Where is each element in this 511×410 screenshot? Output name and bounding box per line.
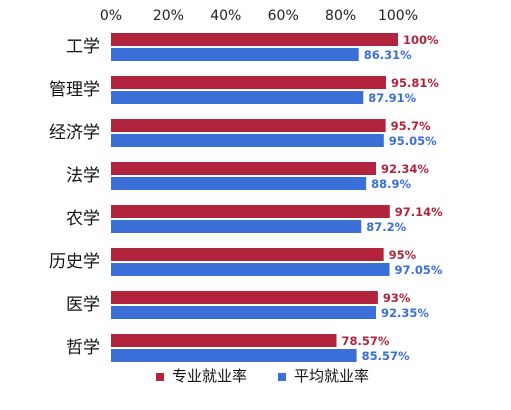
data-label: 95% — [389, 248, 417, 262]
bar-average-rate — [111, 91, 364, 104]
legend-swatch — [278, 373, 286, 381]
data-label: 95.05% — [389, 134, 437, 148]
bar-average-rate — [111, 349, 357, 362]
data-label: 78.57% — [341, 334, 389, 348]
bar-average-rate — [111, 134, 384, 147]
legend-label: 专业就业率 — [172, 367, 247, 385]
legend-swatch — [156, 373, 164, 381]
data-label: 86.31% — [364, 48, 412, 62]
data-label: 93% — [383, 291, 411, 305]
x-tick-label: 60% — [268, 8, 299, 24]
x-tick-label: 40% — [210, 8, 241, 24]
bar-major-rate — [111, 33, 398, 46]
bar-major-rate — [111, 205, 390, 218]
legend-label: 平均就业率 — [294, 367, 369, 385]
data-label: 95.81% — [391, 76, 439, 90]
data-label: 87.91% — [368, 91, 416, 105]
category-label: 医学 — [66, 295, 100, 315]
data-label: 92.35% — [381, 306, 429, 320]
data-label: 85.57% — [362, 349, 410, 363]
data-label: 88.9% — [371, 177, 411, 191]
bar-major-rate — [111, 76, 386, 89]
data-label: 87.2% — [366, 220, 406, 234]
category-label: 农学 — [66, 209, 100, 229]
category-label: 法学 — [66, 166, 100, 186]
bar-average-rate — [111, 306, 377, 319]
x-tick-label: 100% — [378, 8, 418, 24]
category-label: 工学 — [66, 37, 100, 57]
category-label: 历史学 — [49, 252, 100, 272]
data-label: 97.05% — [395, 263, 443, 277]
category-label: 管理学 — [49, 80, 100, 100]
bar-major-rate — [111, 291, 378, 304]
bar-major-rate — [111, 248, 384, 261]
bar-major-rate — [111, 162, 377, 175]
data-label: 92.34% — [381, 162, 429, 176]
data-label: 95.7% — [391, 119, 431, 133]
data-label: 100% — [403, 33, 439, 47]
data-label: 97.14% — [395, 205, 443, 219]
x-tick-label: 20% — [153, 8, 184, 24]
bar-major-rate — [111, 119, 386, 132]
x-tick-label: 80% — [325, 8, 356, 24]
bar-average-rate — [111, 48, 359, 61]
bar-major-rate — [111, 334, 337, 347]
category-label: 哲学 — [66, 338, 100, 358]
bar-average-rate — [111, 220, 362, 233]
x-tick-label: 0% — [100, 8, 122, 24]
bar-average-rate — [111, 177, 367, 190]
bar-average-rate — [111, 263, 390, 276]
category-label: 经济学 — [49, 123, 100, 143]
